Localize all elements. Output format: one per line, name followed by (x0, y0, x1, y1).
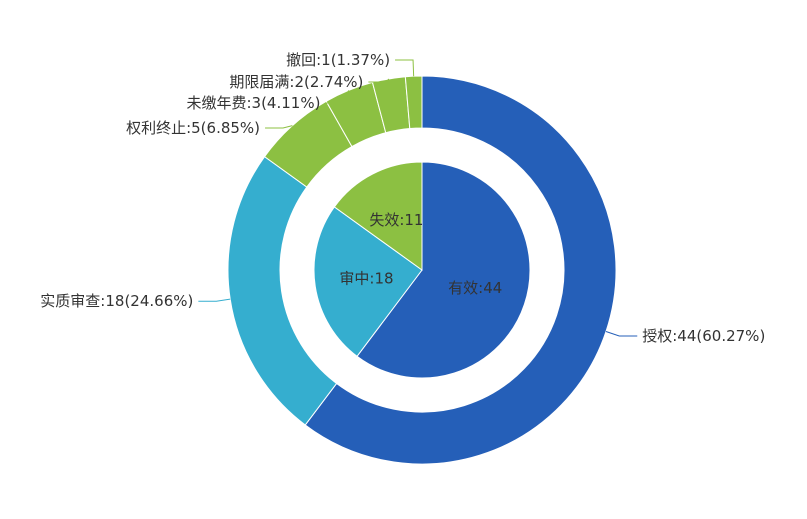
leader-line-5 (395, 60, 414, 76)
inner-label-2: 失效:11 (369, 211, 423, 229)
leader-line-0 (606, 332, 637, 336)
outer-label-5: 撤回:1(1.37%) (286, 51, 390, 69)
outer-label-0: 授权:44(60.27%) (642, 327, 765, 345)
outer-label-4: 期限届满:2(2.74%) (229, 73, 363, 91)
leader-line-2 (265, 126, 292, 128)
inner-label-0: 有效:44 (448, 279, 502, 297)
outer-label-3: 未缴年费:3(4.11%) (186, 94, 320, 112)
inner-label-1: 审中:18 (339, 269, 393, 287)
outer-label-1: 实质审查:18(24.66%) (40, 292, 193, 310)
outer-label-2: 权利终止:5(6.85%) (126, 119, 260, 137)
leader-line-1 (198, 299, 230, 301)
